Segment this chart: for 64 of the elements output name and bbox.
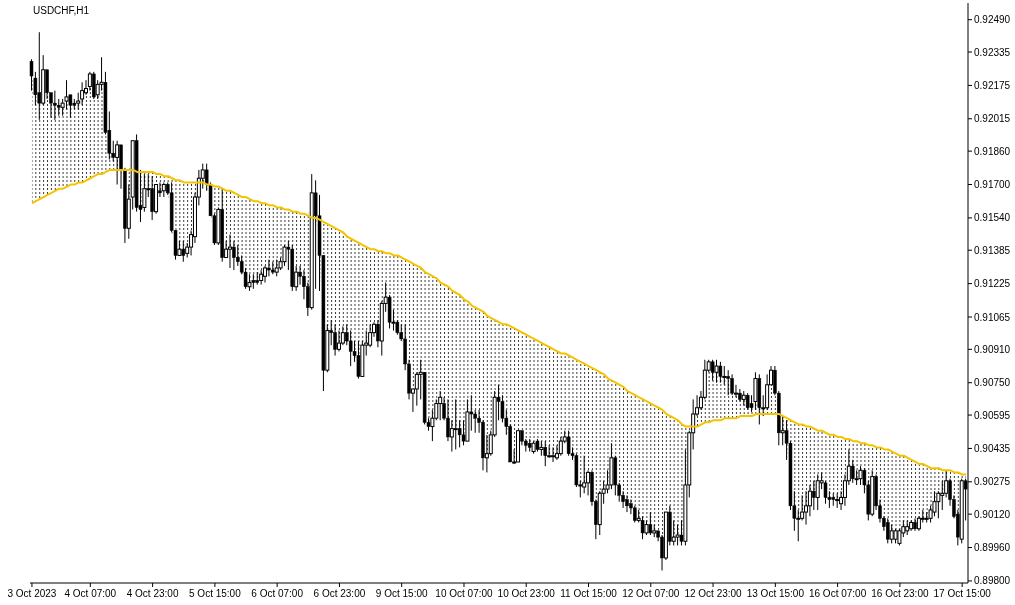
candlestick xyxy=(115,140,120,186)
y-tick-label: 0.92490 xyxy=(974,14,1011,26)
candlestick xyxy=(348,330,353,367)
x-tick-label: 16 Oct 07:00 xyxy=(808,588,867,599)
y-tick-label: 0.92335 xyxy=(974,46,1011,58)
x-tick-label: 6 Oct 07:00 xyxy=(251,588,304,599)
candlestick xyxy=(438,390,443,421)
y-tick-label: 0.91700 xyxy=(974,179,1011,191)
candlestick xyxy=(913,517,917,532)
candlestick xyxy=(45,69,49,100)
candlestick xyxy=(267,259,271,277)
y-tick-label: 0.91385 xyxy=(974,244,1011,256)
x-tick-label: 12 Oct 23:00 xyxy=(684,588,743,599)
x-tick-label: 11 Oct 15:00 xyxy=(560,588,618,599)
x-tick-label: 4 Oct 07:00 xyxy=(64,588,117,599)
candlestick xyxy=(53,90,57,121)
x-tick-label: 10 Oct 23:00 xyxy=(497,588,556,599)
y-tick-label: 0.90750 xyxy=(974,377,1011,389)
x-tick-label: 6 Oct 23:00 xyxy=(313,588,366,599)
candlestick xyxy=(625,494,629,513)
candlestick xyxy=(282,244,287,267)
candlestick xyxy=(726,369,730,396)
candlestick xyxy=(150,175,154,221)
candlestick xyxy=(730,373,734,396)
candlestick xyxy=(336,330,341,352)
y-tick-label: 0.90595 xyxy=(974,409,1011,421)
y-tick-label: 0.91225 xyxy=(974,278,1011,290)
candlestick xyxy=(714,359,719,384)
y-tick-label: 0.90435 xyxy=(974,442,1011,454)
candlestick xyxy=(886,517,890,544)
candlestick xyxy=(228,234,232,269)
y-tick-label: 0.91860 xyxy=(974,145,1011,157)
y-tick-label: 0.92175 xyxy=(974,79,1011,91)
candlestick xyxy=(812,480,816,511)
candlestick xyxy=(675,524,680,546)
y-tick-label: 0.92015 xyxy=(974,113,1011,125)
candlestick xyxy=(551,446,556,463)
x-tick-label: 13 Oct 15:00 xyxy=(746,588,805,599)
candlestick xyxy=(92,71,96,100)
y-tick-label: 0.90275 xyxy=(974,476,1011,488)
x-tick-label: 3 Oct 2023 xyxy=(7,588,57,599)
candlestick xyxy=(815,474,820,511)
y-tick-label: 0.89960 xyxy=(974,542,1011,554)
candlestick xyxy=(718,361,723,384)
x-tick-label: 17 Oct 15:00 xyxy=(933,588,992,599)
candlestick xyxy=(333,323,337,357)
x-tick-label: 9 Oct 15:00 xyxy=(375,588,428,599)
candlestick xyxy=(80,81,85,106)
x-tick-label: 10 Oct 07:00 xyxy=(435,588,494,599)
y-tick-label: 0.90910 xyxy=(974,343,1011,355)
x-tick-label: 4 Oct 23:00 xyxy=(126,588,179,599)
line-series xyxy=(30,168,968,476)
chart-title: USDCHF,H1 xyxy=(33,5,90,16)
y-tick-label: 0.91540 xyxy=(974,212,1011,224)
x-tick-label: 12 Oct 07:00 xyxy=(622,588,680,599)
y-tick-label: 0.89800 xyxy=(974,575,1011,587)
candlestick xyxy=(582,455,587,494)
x-tick-label: 16 Oct 23:00 xyxy=(871,588,929,599)
candlestick xyxy=(259,269,264,286)
x-tick-label: 5 Oct 15:00 xyxy=(189,588,242,599)
candlestick xyxy=(722,365,727,386)
y-tick-label: 0.90120 xyxy=(974,508,1011,520)
y-tick-label: 0.91065 xyxy=(974,311,1011,323)
candlestick xyxy=(850,459,855,484)
